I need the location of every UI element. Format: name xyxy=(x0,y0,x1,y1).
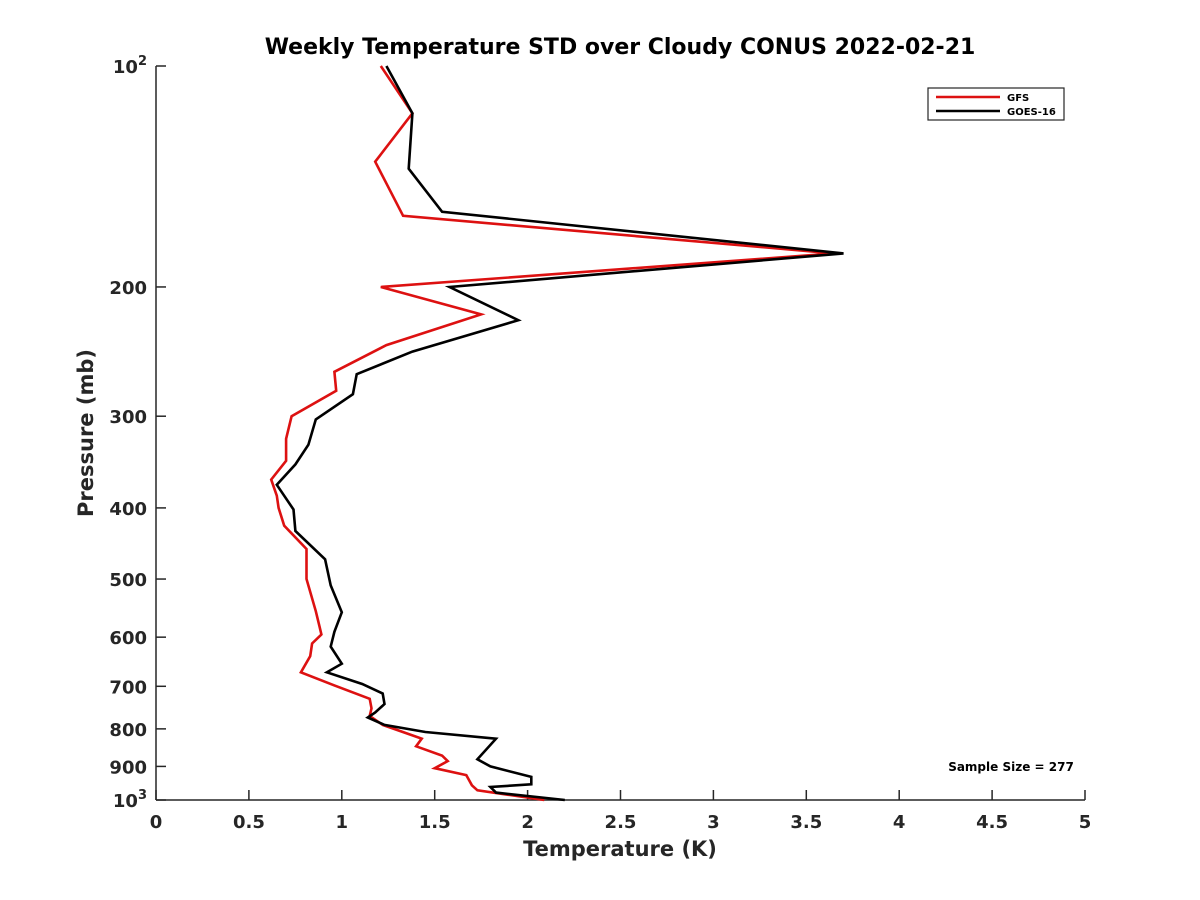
x-tick-label: 4 xyxy=(893,812,906,833)
series-line-gfs xyxy=(269,65,835,802)
legend: GFS GOES-16 xyxy=(927,87,1065,121)
y-tick-label: 700 xyxy=(109,677,147,698)
y-tick-label: 900 xyxy=(109,757,147,778)
x-tick-label: 5 xyxy=(1079,812,1092,833)
x-tick-label: 3.5 xyxy=(790,812,822,833)
y-tick-label: 300 xyxy=(109,407,147,428)
x-tick-label: 0 xyxy=(150,812,163,833)
y-tick-label: 800 xyxy=(109,720,147,741)
legend-label: GFS xyxy=(1007,93,1029,104)
y-tick-label: 600 xyxy=(109,628,147,649)
plot-area xyxy=(155,66,1085,801)
x-tick-label: 2 xyxy=(521,812,534,833)
y-axis: 102 200 300 400 500 600 700 800 900 103 xyxy=(109,54,166,812)
x-tick-label: 4.5 xyxy=(976,812,1008,833)
chart-title: Weekly Temperature STD over Cloudy CONUS… xyxy=(265,35,976,60)
y-tick-label: 103 xyxy=(113,788,147,812)
legend-label: GOES-16 xyxy=(1007,107,1056,118)
x-axis-title: Temperature (K) xyxy=(523,837,717,861)
x-tick-label: 1 xyxy=(336,812,349,833)
y-tick-label: 200 xyxy=(109,278,147,299)
x-axis: 0 0.5 1 1.5 2 2.5 3 3.5 4 4.5 5 xyxy=(150,790,1092,833)
x-tick-label: 2.5 xyxy=(605,812,637,833)
series-line-goes-16 xyxy=(275,65,844,802)
sample-size-annotation: Sample Size = 277 xyxy=(948,760,1074,774)
series-layer xyxy=(269,65,844,802)
x-tick-label: 0.5 xyxy=(233,812,265,833)
x-tick-label: 1.5 xyxy=(419,812,451,833)
y-tick-label: 500 xyxy=(109,570,147,591)
x-tick-label: 3 xyxy=(707,812,720,833)
y-tick-label: 102 xyxy=(113,54,147,78)
y-axis-title: Pressure (mb) xyxy=(74,349,98,517)
legend-box xyxy=(927,87,1065,121)
y-tick-label: 400 xyxy=(109,499,147,520)
